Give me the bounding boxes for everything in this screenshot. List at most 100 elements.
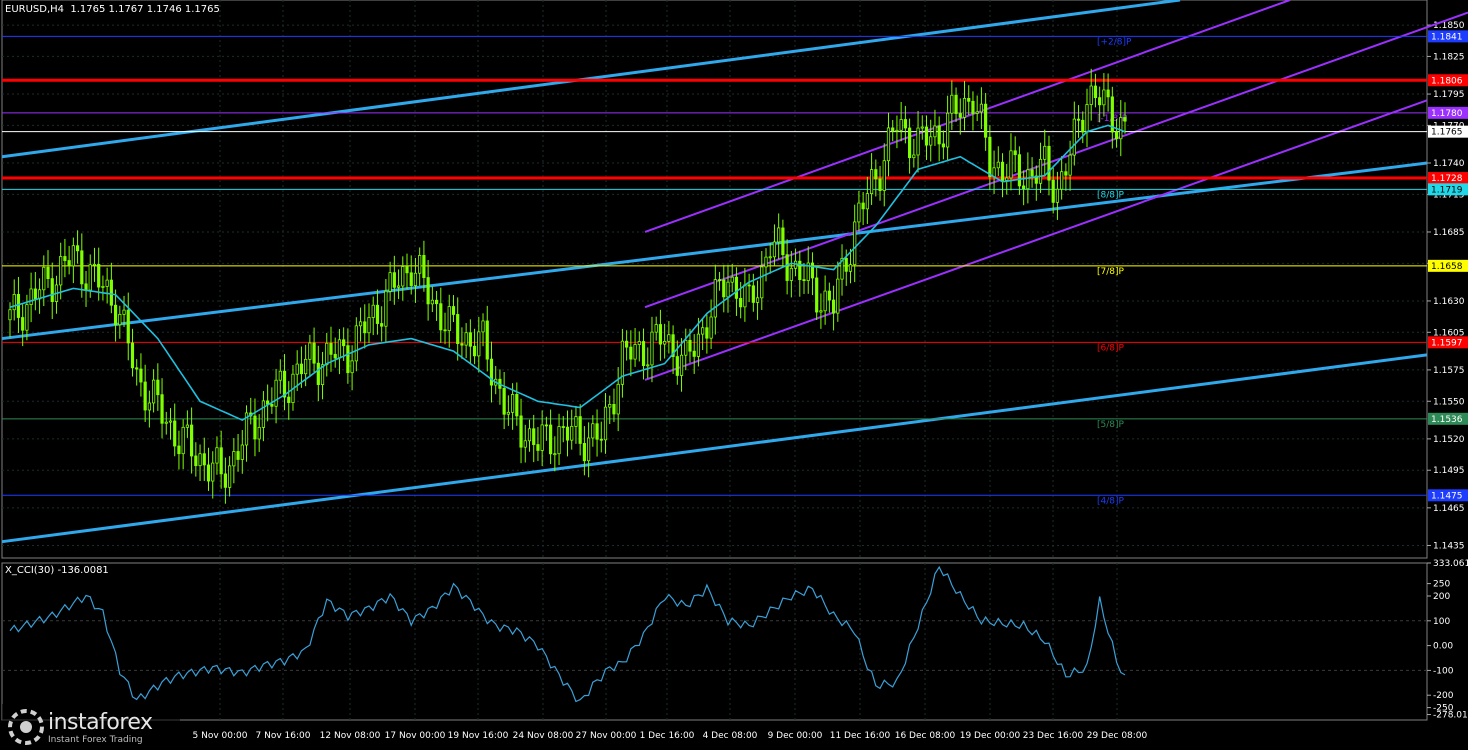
price-tick-label: 1.1605 xyxy=(1433,328,1465,338)
candle-body xyxy=(772,241,777,258)
regression-channel-line xyxy=(644,11,1468,309)
candle-body xyxy=(430,299,434,305)
cci-tick-label: 333.061 xyxy=(1433,559,1468,569)
candle-body xyxy=(451,306,456,315)
candle-body xyxy=(1005,177,1009,181)
candle-body xyxy=(396,285,401,288)
logo-name: instaforex xyxy=(48,710,153,735)
candle-body xyxy=(67,260,71,267)
candle-body xyxy=(730,276,734,283)
candle-body xyxy=(118,313,122,326)
candle-body xyxy=(578,416,582,444)
candle-body xyxy=(460,343,464,346)
price-tick-label: 1.1740 xyxy=(1433,159,1465,169)
candle-body xyxy=(92,264,97,266)
candle-body xyxy=(1123,117,1127,122)
candle-body xyxy=(257,427,261,440)
candle-body xyxy=(363,321,367,334)
candle-body xyxy=(409,272,413,286)
candle-body xyxy=(667,334,671,342)
candle-body xyxy=(549,424,553,455)
trend-channel-line xyxy=(1,0,1181,159)
candle-body xyxy=(536,444,540,451)
candle-body xyxy=(122,309,126,315)
candle-body xyxy=(806,262,810,281)
candle-body xyxy=(684,339,688,356)
candle-body xyxy=(840,257,844,280)
candle-body xyxy=(637,341,641,345)
candle-body xyxy=(223,473,227,488)
candle-body xyxy=(734,276,739,299)
instaforex-logo-icon xyxy=(8,709,44,745)
candle-body xyxy=(346,345,350,374)
candle-body xyxy=(722,279,726,298)
candle-body xyxy=(975,111,979,114)
candle-body xyxy=(620,340,625,385)
candle-body xyxy=(603,406,608,441)
candle-body xyxy=(912,154,916,159)
candle-body xyxy=(295,363,299,375)
price-level-label: 1.1536 xyxy=(1431,415,1463,425)
candle-body xyxy=(650,331,654,366)
candle-body xyxy=(891,127,895,132)
candle-body xyxy=(544,424,548,427)
time-tick-label: 7 Nov 16:00 xyxy=(256,731,311,741)
time-tick-label: 19 Nov 16:00 xyxy=(448,731,509,741)
murrey-level-label: [6/8]P xyxy=(1097,343,1125,353)
candle-body xyxy=(739,297,743,308)
candle-body xyxy=(523,440,527,448)
candle-body xyxy=(946,112,950,148)
time-tick-label: 5 Nov 00:00 xyxy=(193,731,248,741)
candle-body xyxy=(25,304,29,331)
candle-body xyxy=(464,332,468,346)
candle-body xyxy=(1022,185,1026,190)
price-level-label: 1.1806 xyxy=(1431,76,1463,86)
candle-body xyxy=(198,453,202,467)
time-tick-label: 29 Dec 08:00 xyxy=(1087,731,1148,741)
time-tick-label: 23 Dec 16:00 xyxy=(1023,731,1084,741)
candle-body xyxy=(312,342,316,364)
candle-body xyxy=(1034,175,1038,184)
candle-body xyxy=(519,415,523,448)
price-tick-label: 1.1465 xyxy=(1433,504,1465,514)
candle-body xyxy=(253,415,257,440)
candle-body xyxy=(616,383,620,415)
time-tick-label: 4 Dec 08:00 xyxy=(703,731,758,741)
candle-body xyxy=(1068,154,1072,176)
candle-body xyxy=(177,445,181,455)
candle-body xyxy=(12,294,16,311)
candle-body xyxy=(232,451,236,467)
candle-body xyxy=(705,327,709,339)
candle-body xyxy=(46,266,50,280)
candle-body xyxy=(16,294,21,318)
candle-body xyxy=(1013,150,1017,156)
candle-body xyxy=(202,453,206,466)
candle-body xyxy=(1009,150,1013,179)
candle-body xyxy=(1026,169,1030,190)
candle-body xyxy=(612,404,616,415)
candle-body xyxy=(206,464,211,482)
candle-body xyxy=(1030,169,1034,177)
candle-body xyxy=(515,394,519,417)
candle-body xyxy=(886,127,891,162)
candle-body xyxy=(71,245,75,267)
candle-body xyxy=(434,299,439,305)
candle-body xyxy=(392,272,396,288)
candle-body xyxy=(815,277,819,313)
candle-body xyxy=(105,279,109,287)
candle-body xyxy=(789,267,793,281)
candle-body xyxy=(1093,85,1098,99)
candle-body xyxy=(405,266,409,274)
candle-body xyxy=(59,256,63,286)
candle-body xyxy=(608,404,612,408)
candle-body xyxy=(819,310,823,313)
price-level-label: 1.1841 xyxy=(1431,32,1463,42)
candle-body xyxy=(962,97,967,118)
candle-body xyxy=(468,332,472,347)
price-level-label: 1.1719 xyxy=(1431,185,1463,195)
candle-body xyxy=(899,119,903,131)
time-tick-label: 24 Nov 08:00 xyxy=(513,731,574,741)
candle-body xyxy=(540,424,544,451)
murrey-level-label: [7/8]P xyxy=(1097,267,1125,277)
